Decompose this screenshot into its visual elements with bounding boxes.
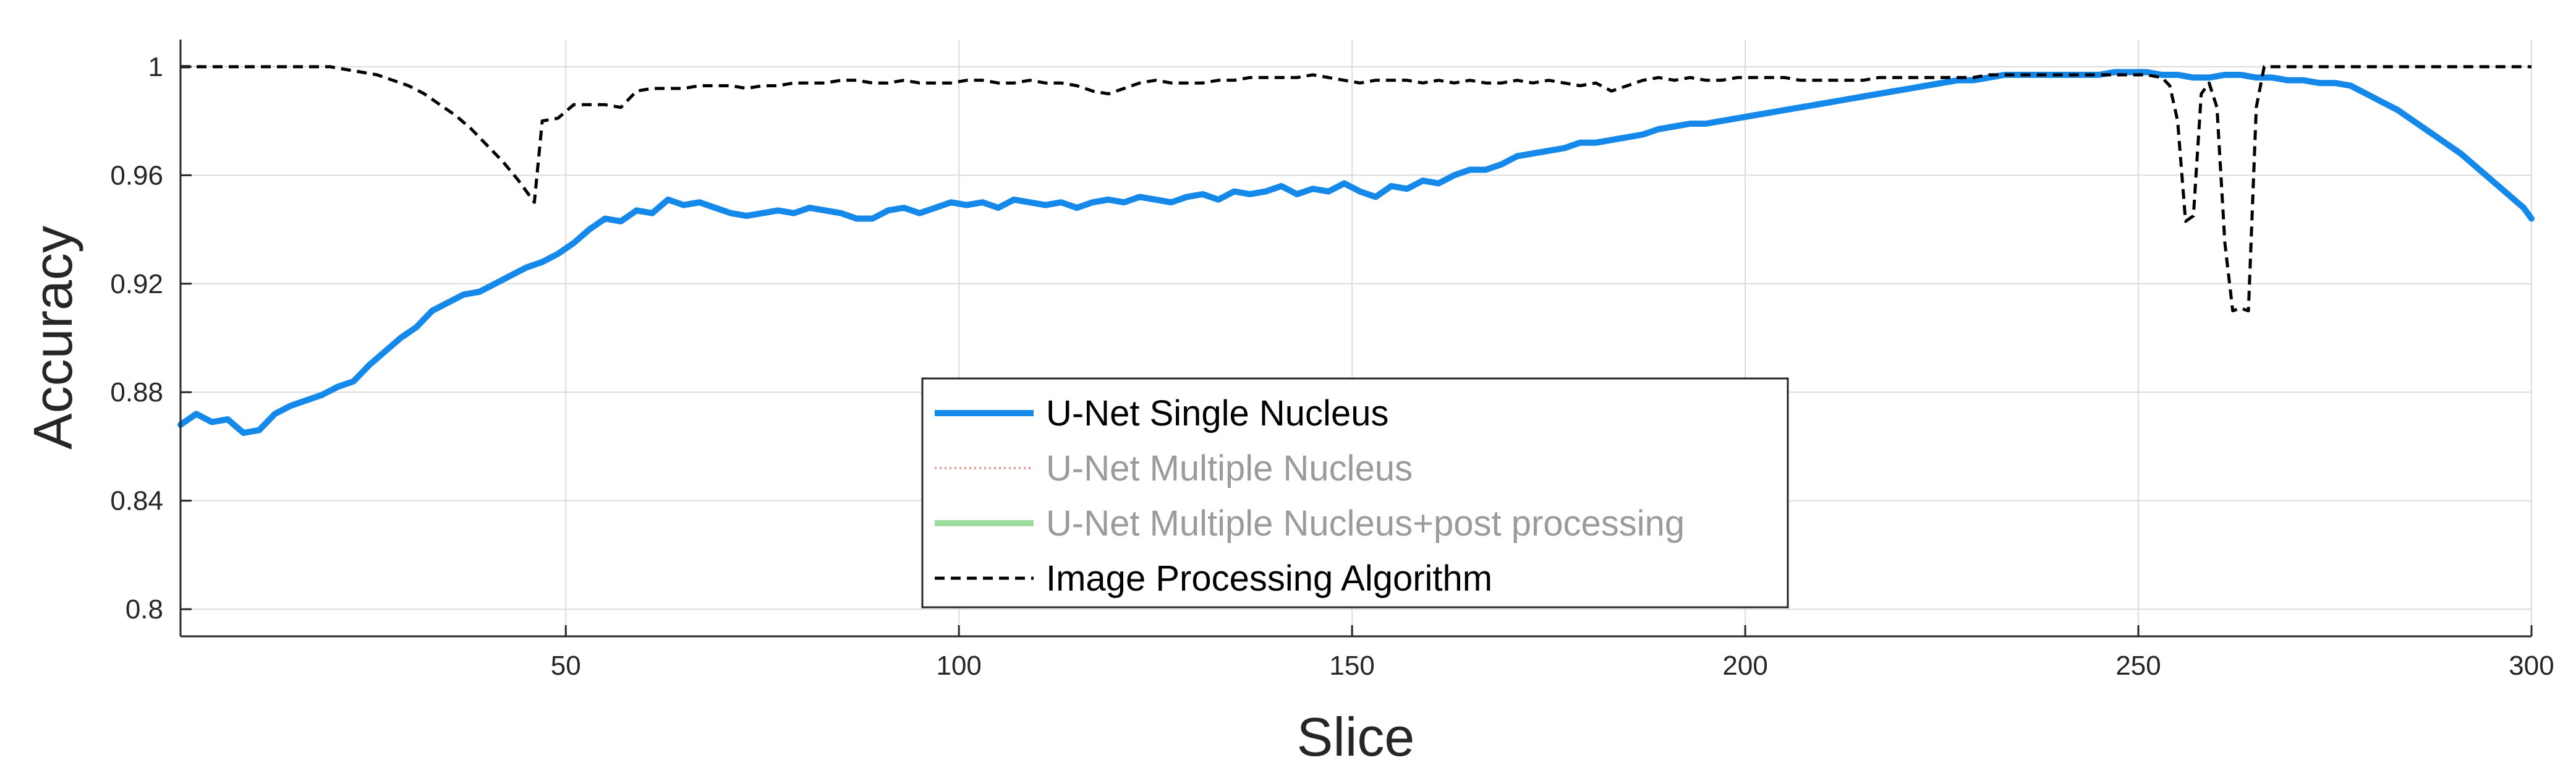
y-tick-label: 0.8 (125, 594, 163, 625)
legend-box (921, 377, 1789, 609)
x-tick-label: 100 (936, 651, 981, 681)
y-tick-label: 0.96 (110, 160, 163, 190)
y-tick-label: 0.84 (110, 486, 163, 516)
x-tick-label: 150 (1329, 651, 1374, 681)
series-layer (177, 65, 2535, 436)
x-axis-title: Slice (1297, 706, 1415, 767)
y-axis-title: Accuracy (22, 226, 83, 450)
legend-label-unet-multiple-post: U-Net Multiple Nucleus+post processing (1046, 503, 1685, 544)
x-tick-label: 300 (2509, 651, 2554, 681)
ticks: 50 100 150 200 250 300 0.8 0.84 0.88 0.92 0.96 1 (110, 52, 2554, 681)
legend-label-unet-single: U-Net Single Nucleus (1046, 393, 1388, 433)
legend-label-image-processing: Image Processing Algorithm (1046, 558, 1492, 599)
x-tick-label: 50 (551, 651, 581, 681)
x-tick-label: 200 (1722, 651, 1767, 681)
x-tick-label: 250 (2115, 651, 2161, 681)
series-line-0 (177, 69, 2535, 436)
grid (181, 40, 2532, 636)
y-tick-label: 0.92 (110, 269, 163, 299)
legend: U-Net Single Nucleus U-Net Multiple Nucl… (921, 377, 1789, 609)
legend-label-unet-multiple: U-Net Multiple Nucleus (1046, 448, 1413, 489)
y-tick-label: 0.88 (110, 377, 163, 408)
axes (179, 40, 2531, 638)
series-line-3 (181, 65, 2531, 313)
y-tick-label: 1 (148, 52, 163, 82)
